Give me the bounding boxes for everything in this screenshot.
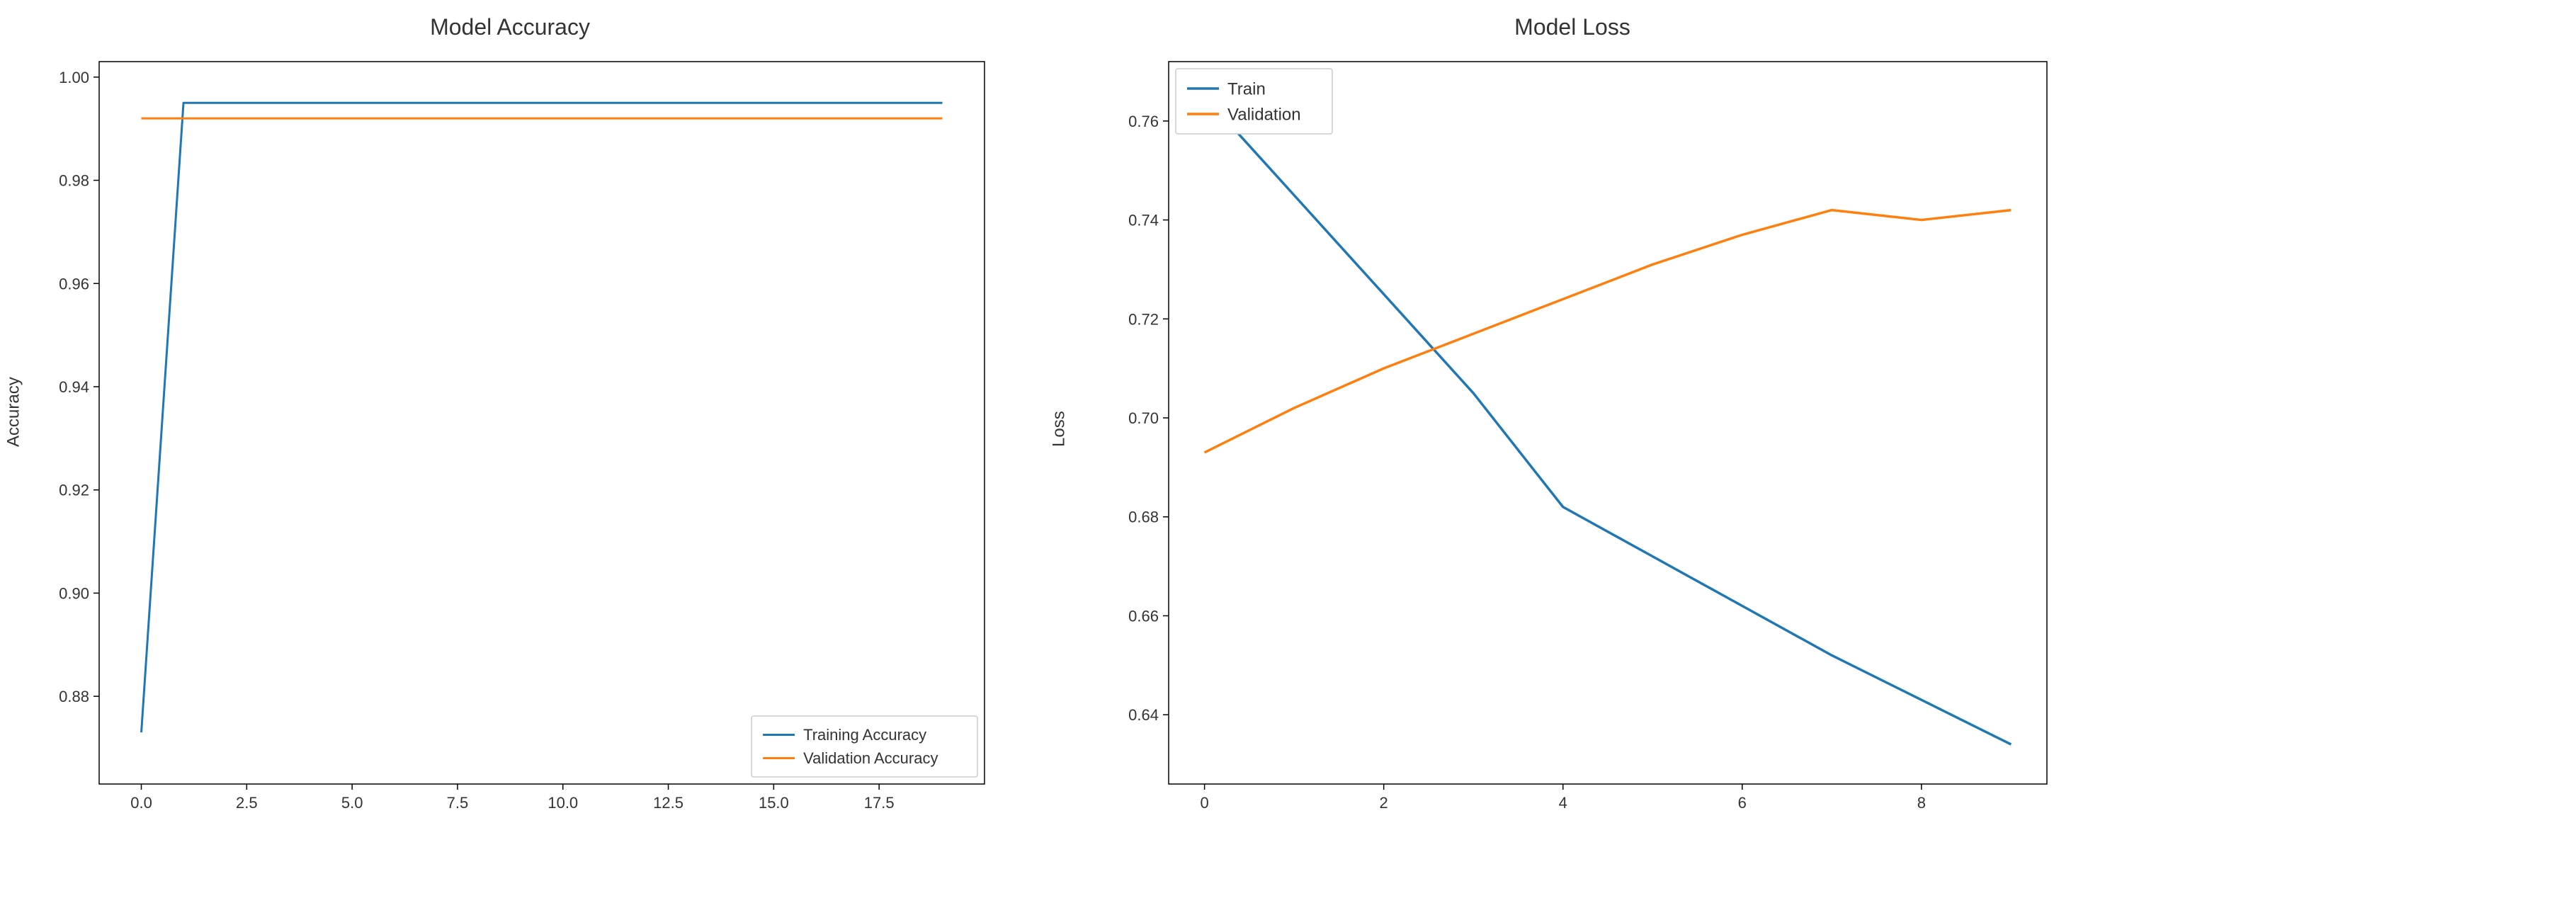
svg-text:6: 6 <box>1738 794 1747 812</box>
svg-text:0.74: 0.74 <box>1128 212 1159 229</box>
svg-text:17.5: 17.5 <box>864 794 895 812</box>
svg-text:0.0: 0.0 <box>130 794 152 812</box>
svg-text:0.92: 0.92 <box>59 482 89 499</box>
charts-container: Model Accuracy Accuracy 0.880.900.920.94… <box>14 14 2562 827</box>
svg-text:5.0: 5.0 <box>341 794 363 812</box>
svg-text:0.94: 0.94 <box>59 378 89 396</box>
svg-text:1.00: 1.00 <box>59 69 89 86</box>
svg-text:Train: Train <box>1227 79 1266 98</box>
accuracy-chart-wrapper: Model Accuracy Accuracy 0.880.900.920.94… <box>14 14 1006 827</box>
accuracy-y-label: Accuracy <box>4 377 23 447</box>
svg-text:0.68: 0.68 <box>1128 509 1159 526</box>
svg-text:10.0: 10.0 <box>547 794 578 812</box>
svg-text:0.66: 0.66 <box>1128 607 1159 625</box>
svg-text:7.5: 7.5 <box>447 794 469 812</box>
svg-text:0.72: 0.72 <box>1128 310 1159 328</box>
svg-text:0.98: 0.98 <box>59 172 89 190</box>
svg-text:Validation Accuracy: Validation Accuracy <box>803 749 938 767</box>
loss-y-label: Loss <box>1049 411 1069 447</box>
loss-chart-svg: 0.64 0.66 0.68 0.70 0.72 0.74 0.76 0 2 4 6 8 Train Va… <box>1077 47 2068 827</box>
svg-text:0.96: 0.96 <box>59 275 89 293</box>
accuracy-chart-svg: 0.88 0.90 0.92 0.94 0.96 0.98 1.00 0.0 2.5 5.0 7.5… <box>14 47 1006 827</box>
svg-text:0.88: 0.88 <box>59 688 89 705</box>
svg-text:15.0: 15.0 <box>759 794 789 812</box>
svg-text:8: 8 <box>1917 794 1926 812</box>
svg-text:Validation: Validation <box>1227 105 1301 124</box>
svg-text:2.5: 2.5 <box>236 794 258 812</box>
loss-chart-title: Model Loss <box>1077 14 2068 40</box>
svg-text:Training Accuracy: Training Accuracy <box>803 726 926 744</box>
svg-text:4: 4 <box>1559 794 1567 812</box>
svg-text:0.76: 0.76 <box>1128 113 1159 130</box>
svg-text:0.64: 0.64 <box>1128 706 1159 724</box>
svg-text:12.5: 12.5 <box>653 794 683 812</box>
svg-text:0.70: 0.70 <box>1128 409 1159 427</box>
svg-text:0: 0 <box>1200 794 1208 812</box>
svg-text:0.90: 0.90 <box>59 584 89 602</box>
svg-text:2: 2 <box>1380 794 1388 812</box>
loss-chart-wrapper: Model Loss Loss 0.640.660.680.700.720.74… <box>1077 14 2068 827</box>
accuracy-chart-title: Model Accuracy <box>14 14 1006 40</box>
